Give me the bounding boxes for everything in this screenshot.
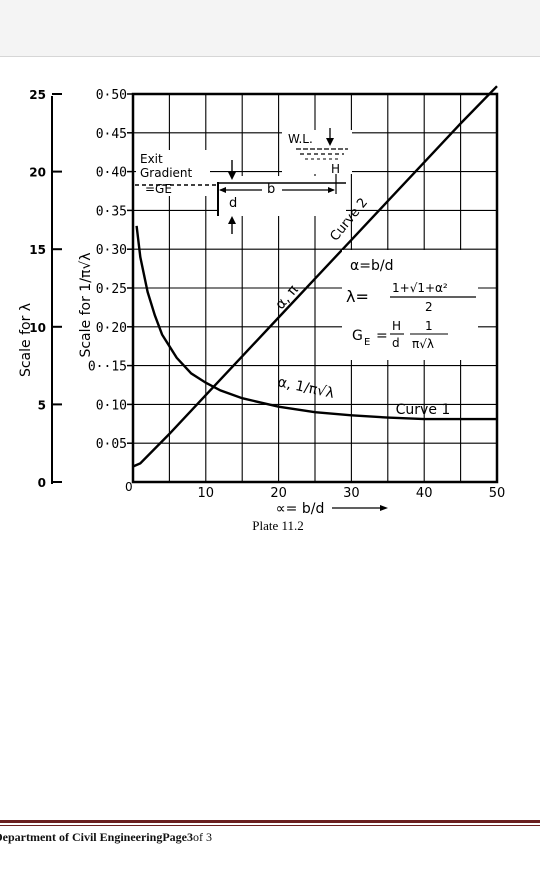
- x-axis-label: ∝= b/d: [276, 501, 325, 517]
- eq-ge-frac2-den: π√λ: [412, 337, 434, 351]
- lambda-tick-label: 5: [38, 398, 46, 412]
- curve-1-alpha-label: α, 1/π√λ: [276, 374, 335, 402]
- curve-2-alpha-label: α, π: [272, 282, 302, 313]
- curve-1-line: [135, 225, 497, 421]
- curve-1-label: Curve 1: [396, 402, 451, 418]
- exit-gradient-label-2: Gradient: [140, 166, 193, 180]
- water-level-label: W.L.: [288, 132, 313, 146]
- eq-lambda-num: 1+√1+α²: [392, 281, 448, 295]
- lambda-tick-label: 25: [29, 88, 46, 102]
- gradient-tick-label: 0·20: [96, 321, 127, 336]
- eq-ge-sub: E: [364, 337, 370, 348]
- footer-page-label: Page: [162, 830, 187, 844]
- eq-ge-frac2-num: 1: [425, 319, 433, 333]
- lambda-tick-label: 15: [29, 243, 46, 257]
- x-tick-label: 50: [489, 486, 506, 501]
- weir-sketch: Exit Gradient =GE d b W.L. H: [135, 128, 352, 234]
- curve-2-line: [132, 85, 498, 468]
- formula-box: α=b/d λ= 1+√1+α² 2 G E = H d 1 π√λ: [342, 250, 478, 360]
- design-chart: 051015202500·050·100··150·200·250·300·35…: [18, 85, 505, 533]
- head-H: H: [331, 162, 340, 176]
- footer-rule: [0, 820, 540, 823]
- lambda-tick-label: 20: [29, 166, 46, 180]
- x-axis-arrowhead: [380, 505, 388, 511]
- lambda-tick-label: 10: [29, 321, 46, 335]
- exit-gradient-label-1: Exit: [140, 152, 163, 166]
- footer-page-total: of 3: [192, 830, 212, 844]
- x-tick-label: 20: [270, 486, 287, 501]
- gradient-tick-label: 0·25: [96, 282, 127, 297]
- gradient-tick-label: 0·45: [96, 127, 127, 142]
- footer-rule-thin: [0, 825, 540, 826]
- axis-ticks: 051015202500·050·100··150·200·250·300·35…: [29, 88, 505, 501]
- gradient-tick-label: 0··15: [88, 360, 127, 375]
- origin-label: 0: [125, 480, 133, 494]
- eq-alpha: α=b/d: [350, 258, 393, 274]
- plate-caption: Plate 11.2: [252, 518, 304, 533]
- eq-lambda-lhs: λ=: [346, 287, 369, 306]
- dimension-d: d: [229, 196, 237, 211]
- header-band: [0, 0, 540, 57]
- page-footer: Department of Civil EngineeringPage3of 3: [0, 830, 212, 845]
- x-tick-label: 30: [343, 486, 360, 501]
- eq-ge-lhs: G: [352, 328, 363, 344]
- eq-lambda-den: 2: [425, 300, 433, 314]
- eq-ge-frac1-den: d: [392, 336, 400, 350]
- dimension-b: b: [267, 182, 275, 197]
- gradient-tick-label: 0·10: [96, 398, 127, 413]
- gradient-tick-label: 0·40: [96, 166, 127, 181]
- lambda-tick-label: 0: [38, 476, 46, 490]
- lambda-axis-label: Scale for λ: [18, 303, 34, 377]
- eq-ge-eq: =: [376, 328, 388, 344]
- gradient-tick-label: 0·30: [96, 243, 127, 258]
- exit-gradient-label-3: =GE: [145, 182, 172, 196]
- x-tick-label: 40: [416, 486, 433, 501]
- eq-ge-frac1-num: H: [392, 319, 401, 333]
- footer-department: Department of Civil Engineering: [0, 830, 163, 844]
- gradient-tick-label: 0·35: [96, 204, 127, 219]
- gradient-tick-label: 0·05: [96, 437, 127, 452]
- x-tick-label: 10: [198, 486, 215, 501]
- gradient-factor-axis-label: Scale for 1/π√λ: [78, 252, 94, 357]
- footer-page-number: 3: [186, 830, 193, 844]
- gradient-tick-label: 0·50: [96, 88, 127, 103]
